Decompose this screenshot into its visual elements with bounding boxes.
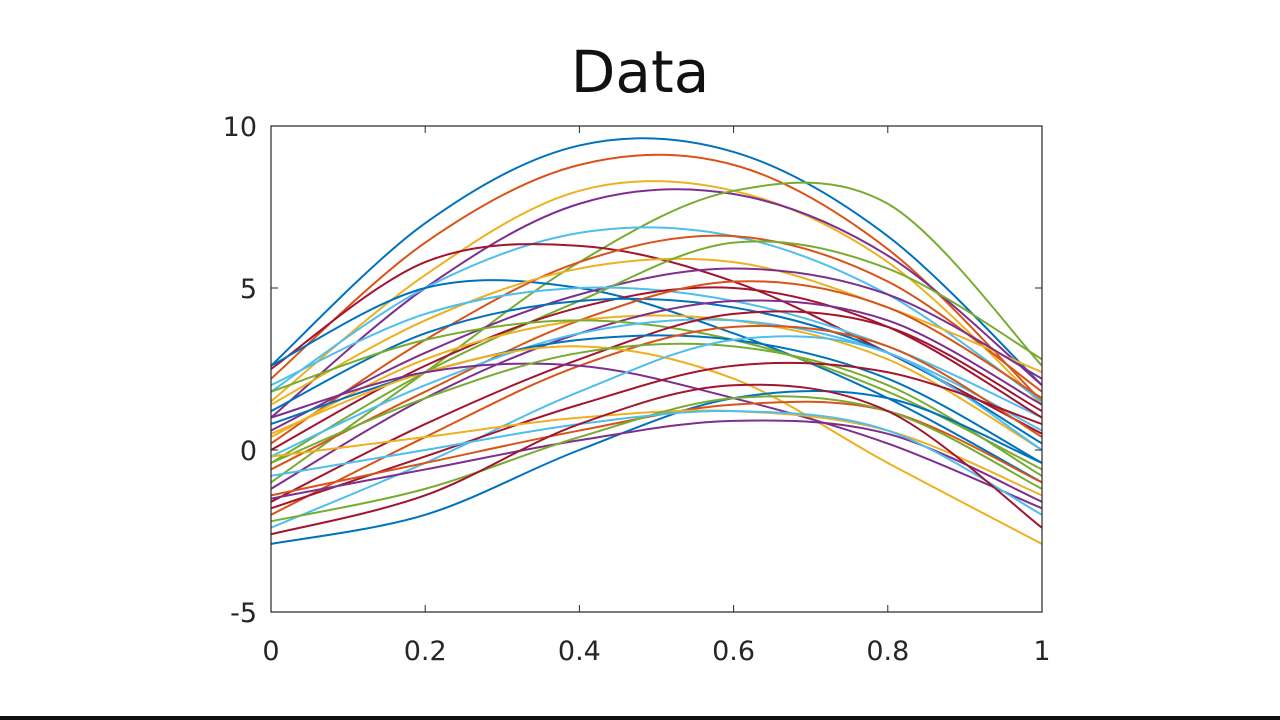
series-line-33 [270,395,1043,523]
x-tick-label: 0.2 [404,636,447,667]
chart-title: Data [570,38,710,106]
series-line-32 [270,419,1043,503]
series-line-5 [270,181,1043,484]
series-line-18 [270,299,1043,490]
series-line-17 [270,314,1043,451]
series-line-16 [270,280,1043,471]
x-tick-label: 1 [1033,636,1050,667]
series-line-34 [270,410,1043,516]
series-line-30 [270,400,1043,497]
plot-axes-box [270,125,1043,613]
y-tick-label: 0 [240,436,257,467]
series-line-9 [270,234,1043,445]
series-line-28 [270,361,1043,510]
y-tick-label: 5 [240,274,257,305]
bottom-bar [0,716,1280,720]
series-line-4 [270,188,1043,419]
series-line-24 [270,345,1043,545]
series-line-6 [270,226,1043,403]
series-line-29 [270,389,1043,545]
series-line-2 [270,153,1043,403]
series-line-35 [270,383,1043,536]
series-line-27 [270,335,1043,529]
x-tick-label: 0.4 [558,636,601,667]
series-lines [270,137,1043,545]
y-tick-label: -5 [230,598,257,629]
series-line-26 [270,342,1043,477]
x-tick-label: 0 [262,636,279,667]
series-line-19 [270,319,1043,471]
x-tick-label: 0.8 [866,636,909,667]
series-line-11 [270,267,1043,432]
series-line-8 [270,279,1043,484]
series-line-25 [270,362,1043,510]
series-line-23 [270,324,1043,516]
y-tick-label: 10 [223,112,257,143]
series-line-31 [270,409,1043,497]
series-line-12 [270,240,1043,464]
x-tick-label: 0.6 [712,636,755,667]
series-line-1 [270,137,1043,386]
series-line-3 [270,180,1043,406]
series-line-21 [270,310,1043,503]
